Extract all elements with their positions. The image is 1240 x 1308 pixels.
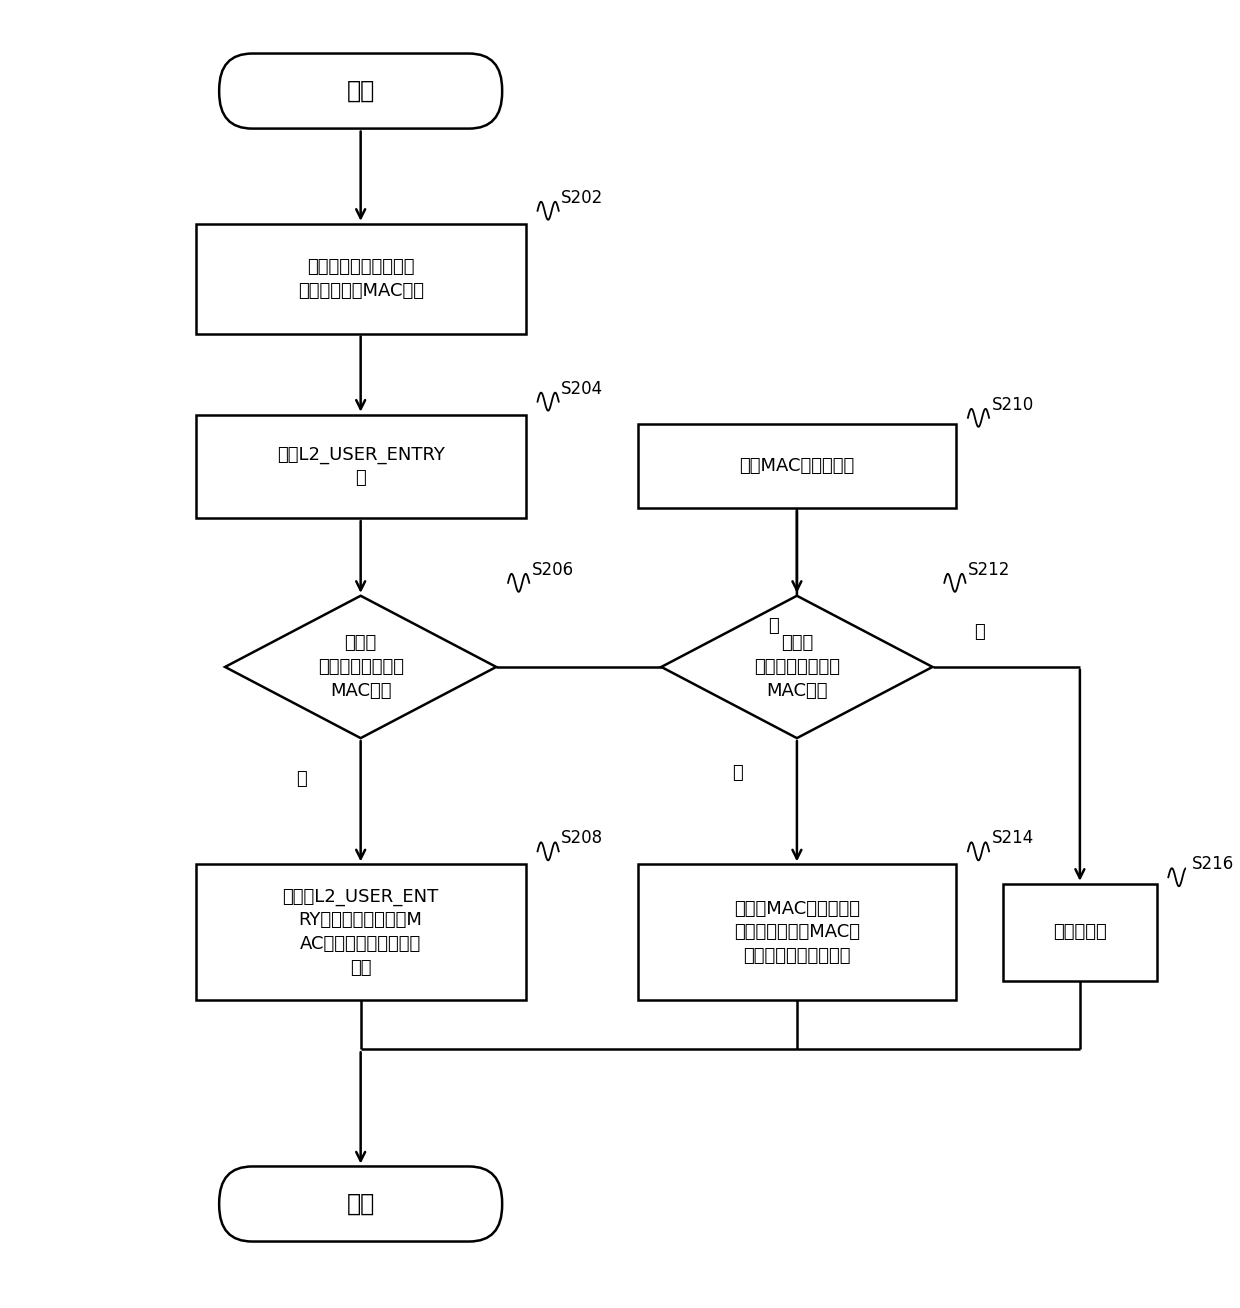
FancyBboxPatch shape [1003,884,1157,981]
Text: S202: S202 [562,188,604,207]
Text: 结束: 结束 [346,1192,374,1216]
Text: 是: 是 [296,770,308,789]
Text: 解析接收到的报文，获
取报文的目的MAC地址: 解析接收到的报文，获 取报文的目的MAC地址 [298,258,424,300]
Text: S206: S206 [532,561,574,579]
Text: 依据该MAC地址硬件表
中存储的该目的MAC地
址的表项信息转发报文: 依据该MAC地址硬件表 中存储的该目的MAC地 址的表项信息转发报文 [734,900,859,965]
Text: 查询L2_USER_ENTRY
表: 查询L2_USER_ENTRY 表 [277,446,445,487]
Text: S214: S214 [992,829,1034,848]
Text: 判断表
中是否存储该目的
MAC地址: 判断表 中是否存储该目的 MAC地址 [754,634,839,700]
Text: 否: 否 [768,616,779,634]
Text: S204: S204 [562,379,603,398]
FancyBboxPatch shape [196,865,526,1001]
Text: S216: S216 [1192,855,1234,874]
Text: S208: S208 [562,829,603,848]
FancyBboxPatch shape [637,424,956,509]
Text: 开始: 开始 [346,78,374,103]
FancyBboxPatch shape [219,1167,502,1241]
Polygon shape [226,595,496,738]
FancyBboxPatch shape [219,54,502,128]
Text: S210: S210 [992,396,1034,413]
Text: S212: S212 [968,561,1011,579]
FancyBboxPatch shape [196,415,526,518]
Text: 是: 是 [733,764,743,782]
Text: 否: 否 [975,623,985,641]
Text: 洪泛该报文: 洪泛该报文 [1053,923,1107,942]
Text: 判断表
中是否存储该目的
MAC地址: 判断表 中是否存储该目的 MAC地址 [317,634,404,700]
FancyBboxPatch shape [637,865,956,1001]
Text: 查询MAC地址硬件表: 查询MAC地址硬件表 [739,458,854,475]
Text: 依据该L2_USER_ENT
RY表中存储的该目的M
AC地址的表项信息转发
报文: 依据该L2_USER_ENT RY表中存储的该目的M AC地址的表项信息转发 报… [283,888,439,977]
FancyBboxPatch shape [196,224,526,334]
Polygon shape [661,595,932,738]
